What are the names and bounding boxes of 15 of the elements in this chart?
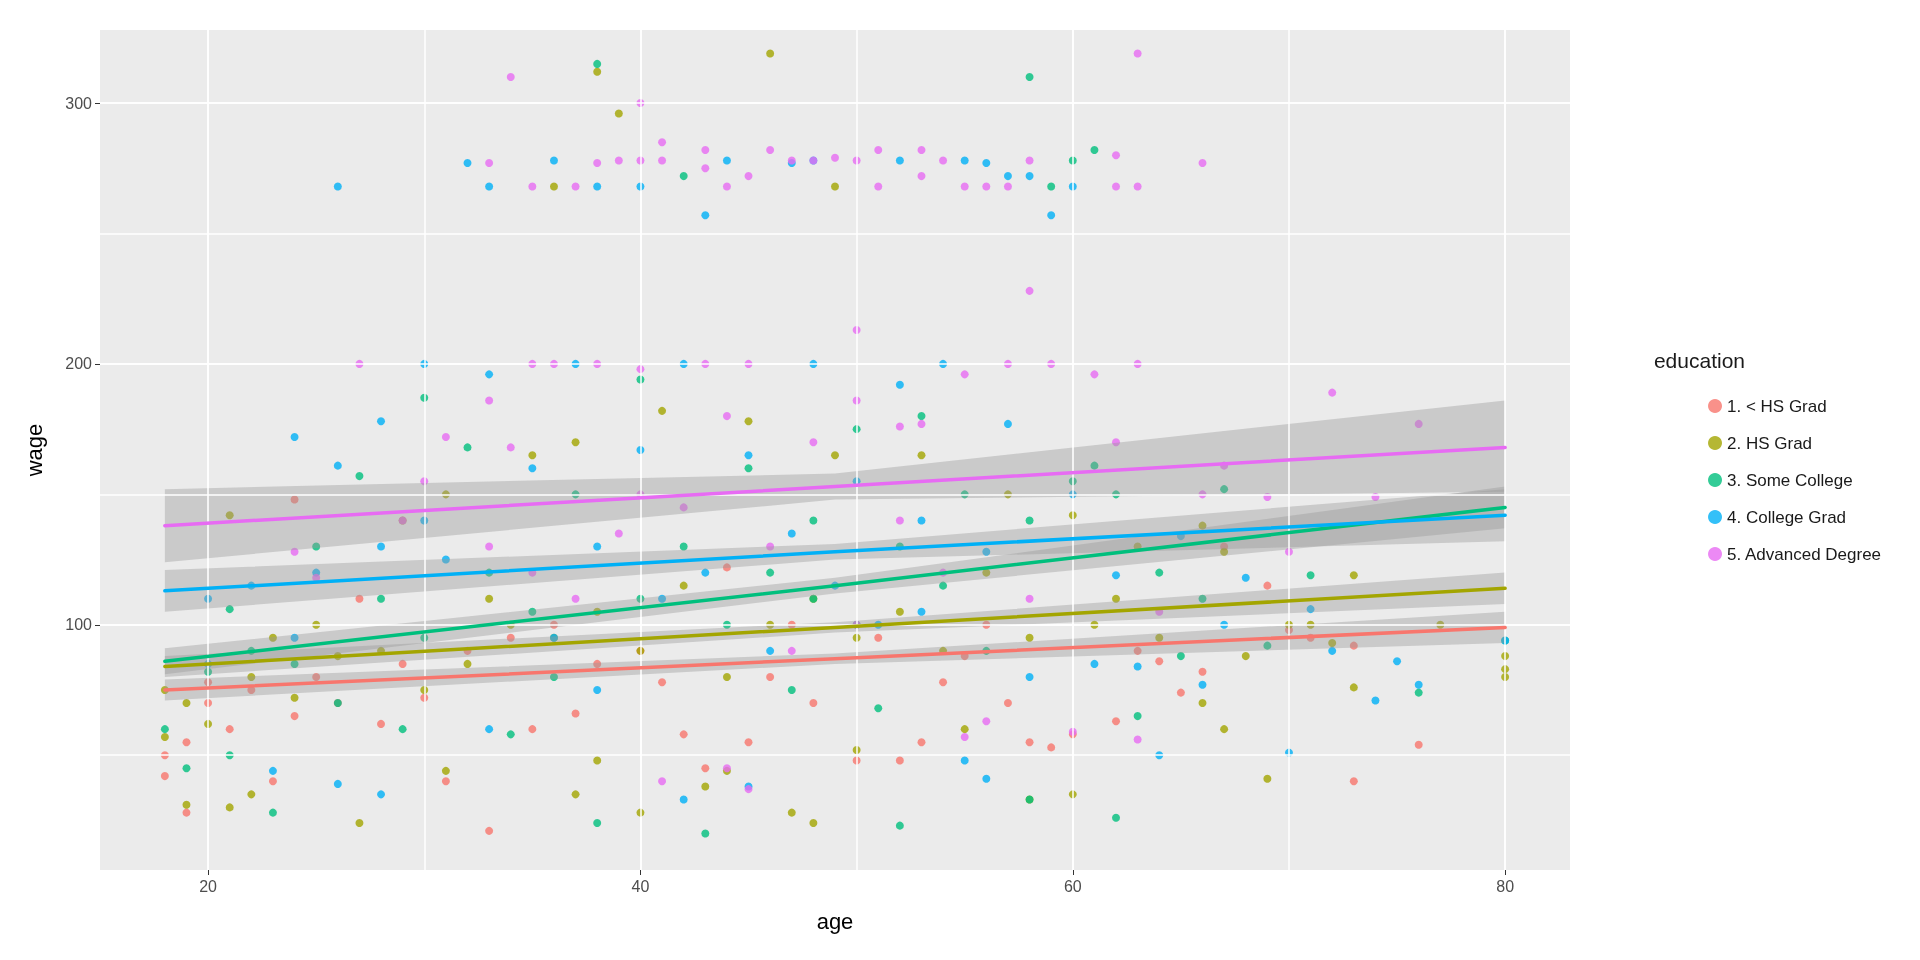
legend-label: 5. Advanced Degree [1727, 544, 1882, 564]
y-axis-title: wage [21, 423, 47, 478]
legend-label: 4. College Grad [1727, 507, 1847, 527]
y-tick-label: 300 [65, 94, 93, 112]
x-tick-label: 80 [1496, 877, 1515, 895]
legend-label: 1. < HS Grad [1727, 396, 1827, 416]
y-tick-label: 200 [65, 355, 93, 373]
y-tick-label: 100 [65, 616, 93, 634]
legend-title: education [1653, 349, 1745, 372]
x-axis-title: age [816, 908, 854, 934]
x-tick-label: 60 [1063, 877, 1082, 895]
x-tick-label: 20 [199, 877, 218, 895]
legend-label: 2. HS Grad [1727, 433, 1813, 453]
legend-label: 3. Some College [1727, 470, 1853, 490]
x-tick-label: 40 [631, 877, 650, 895]
